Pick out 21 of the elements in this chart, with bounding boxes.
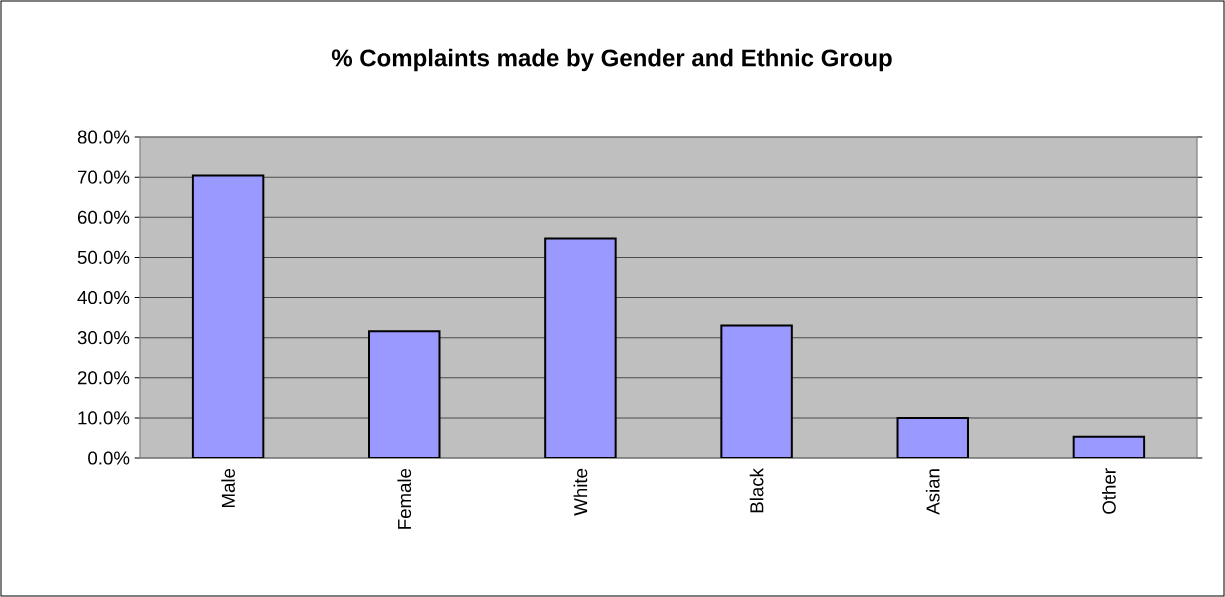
bar bbox=[544, 237, 617, 458]
bar bbox=[191, 174, 265, 458]
x-tick-label: Black bbox=[749, 468, 764, 513]
y-tick-label: 70.0% bbox=[77, 170, 130, 184]
y-tick-label: 80.0% bbox=[77, 130, 130, 144]
bar bbox=[896, 416, 969, 458]
chart-title: % Complaints made by Gender and Ethnic Group bbox=[331, 48, 892, 72]
x-tick-label: Female bbox=[397, 468, 412, 529]
bar bbox=[720, 324, 793, 458]
y-tick-label: 20.0% bbox=[77, 371, 130, 385]
y-tick-label: 50.0% bbox=[77, 250, 130, 264]
x-tick-label: Male bbox=[221, 468, 235, 507]
y-tick-label: 60.0% bbox=[77, 210, 130, 224]
x-tick-label: Asian bbox=[925, 469, 940, 515]
bar bbox=[368, 330, 441, 458]
y-tick-label: 40.0% bbox=[77, 290, 130, 305]
y-tick-label: 30.0% bbox=[77, 331, 130, 345]
x-tick-label: White bbox=[573, 468, 588, 516]
x-tick-label: Other bbox=[1102, 468, 1116, 514]
y-tick-label: 0.0% bbox=[88, 451, 130, 465]
y-tick-label: 10.0% bbox=[78, 411, 130, 425]
